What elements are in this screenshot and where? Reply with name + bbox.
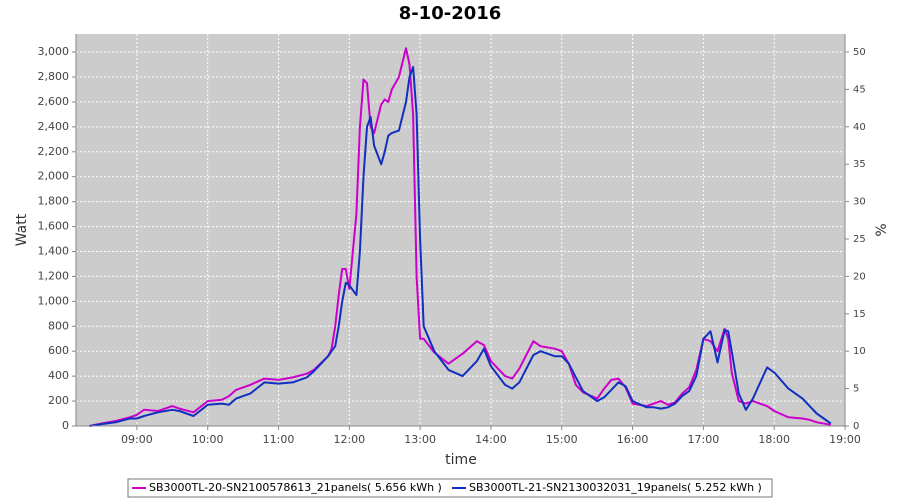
y2-tick-label: 5 (853, 384, 859, 395)
y2-axis-title: % (874, 223, 890, 236)
x-tick-label: 11:00 (263, 433, 295, 446)
y-tick-label: 1,400 (38, 245, 70, 258)
y-tick-label: 2,400 (38, 120, 70, 133)
y-axis-title: Watt (14, 213, 30, 246)
legend (127, 478, 773, 498)
y-tick-label: 3,000 (38, 45, 70, 58)
y-tick-label: 200 (48, 394, 69, 407)
y-tick-label: 400 (48, 369, 69, 382)
plot-area (76, 34, 845, 426)
y-tick-label: 2,000 (38, 170, 70, 183)
x-tick-label: 19:00 (829, 433, 861, 446)
y2-tick-label: 15 (853, 309, 866, 320)
legend-label: SB3000TL-21-SN2130032031_19panels( 5.252… (469, 481, 762, 494)
y-tick-label: 1,800 (38, 195, 70, 208)
y2-tick-label: 10 (853, 346, 866, 357)
y2-tick-label: 0 (853, 421, 859, 432)
x-tick-label: 14:00 (475, 433, 507, 446)
y-tick-label: 600 (48, 344, 69, 357)
y2-tick-label: 35 (853, 159, 866, 170)
x-tick-label: 17:00 (688, 433, 720, 446)
y-tick-label: 1,200 (38, 269, 70, 282)
x-tick-label: 13:00 (404, 433, 436, 446)
x-tick-label: 16:00 (617, 433, 649, 446)
x-axis-title: time (445, 452, 477, 468)
y-tick-label: 2,800 (38, 70, 70, 83)
x-tick-label: 12:00 (333, 433, 365, 446)
y-tick-label: 2,600 (38, 95, 70, 108)
y-tick-label: 800 (48, 319, 69, 332)
x-tick-label: 10:00 (192, 433, 224, 446)
y2-tick-label: 20 (853, 271, 866, 282)
y2-tick-label: 50 (853, 47, 866, 58)
y2-tick-label: 40 (853, 122, 866, 133)
x-tick-label: 15:00 (546, 433, 578, 446)
legend-label: SB3000TL-20-SN2100578613_21panels( 5.656… (149, 481, 442, 494)
series-line (89, 66, 832, 427)
y-tick-label: 1,600 (38, 220, 70, 233)
y2-tick-label: 25 (853, 234, 866, 245)
x-tick-label: 09:00 (121, 433, 153, 446)
y-tick-label: 0 (62, 419, 69, 432)
y2-tick-label: 30 (853, 197, 866, 208)
y-tick-label: 2,200 (38, 145, 70, 158)
y-tick-label: 1,000 (38, 294, 70, 307)
x-tick-label: 18:00 (758, 433, 790, 446)
series-line (89, 47, 831, 427)
y2-tick-label: 45 (853, 84, 866, 95)
chart-title: 8-10-2016 (399, 3, 502, 24)
